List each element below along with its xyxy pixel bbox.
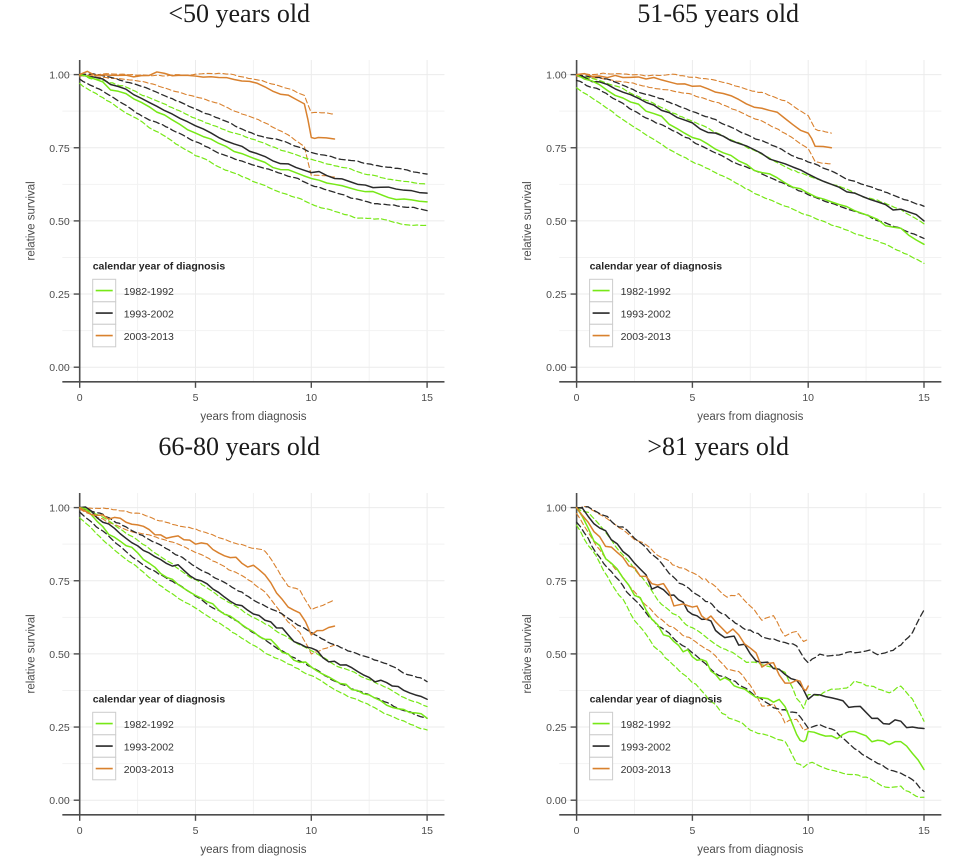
svg-text:0: 0 [77,392,83,404]
svg-text:5: 5 [689,825,695,837]
svg-text:10: 10 [802,825,814,837]
svg-text:1982-1992: 1982-1992 [620,719,670,731]
svg-text:0.00: 0.00 [546,795,567,807]
svg-text:1993-2002: 1993-2002 [620,309,670,321]
svg-text:>81 years old: >81 years old [647,433,789,461]
svg-text:calendar year of diagnosis: calendar year of diagnosis [589,693,722,705]
svg-text:5: 5 [193,825,199,837]
svg-text:years from diagnosis: years from diagnosis [200,844,306,856]
svg-text:1982-1992: 1982-1992 [124,286,174,298]
svg-text:0.00: 0.00 [49,795,70,807]
svg-text:66-80 years old: 66-80 years old [158,433,320,461]
svg-text:1.00: 1.00 [546,503,567,515]
svg-text:1.00: 1.00 [49,503,70,515]
svg-text:1982-1992: 1982-1992 [620,286,670,298]
svg-text:2003-2013: 2003-2013 [124,331,174,343]
svg-text:0.75: 0.75 [49,576,70,588]
svg-text:0.25: 0.25 [49,289,70,301]
svg-text:51-65 years old: 51-65 years old [637,0,799,28]
svg-text:5: 5 [689,392,695,404]
svg-text:10: 10 [305,392,317,404]
svg-text:0.25: 0.25 [546,289,567,301]
svg-text:calendar year of diagnosis: calendar year of diagnosis [589,260,722,272]
svg-text:1993-2002: 1993-2002 [124,742,174,754]
svg-text:0.25: 0.25 [49,722,70,734]
svg-text:calendar year of diagnosis: calendar year of diagnosis [93,693,226,705]
svg-text:2003-2013: 2003-2013 [620,764,670,776]
svg-text:0.50: 0.50 [546,216,567,228]
svg-text:5: 5 [193,392,199,404]
svg-text:15: 15 [421,392,433,404]
svg-text:0: 0 [573,825,579,837]
svg-text:relative survival: relative survival [522,614,534,693]
svg-text:1993-2002: 1993-2002 [124,309,174,321]
svg-text:years from diagnosis: years from diagnosis [200,411,306,423]
svg-text:1.00: 1.00 [49,70,70,82]
svg-text:2003-2013: 2003-2013 [620,331,670,343]
svg-text:<50 years old: <50 years old [168,0,310,28]
svg-text:0: 0 [77,825,83,837]
svg-text:2003-2013: 2003-2013 [124,764,174,776]
svg-text:0.75: 0.75 [546,143,567,155]
svg-text:1982-1992: 1982-1992 [124,719,174,731]
svg-text:0.50: 0.50 [49,216,70,228]
svg-text:0.50: 0.50 [546,649,567,661]
svg-text:0: 0 [573,392,579,404]
svg-text:10: 10 [305,825,317,837]
svg-text:1993-2002: 1993-2002 [620,742,670,754]
svg-text:relative survival: relative survival [522,181,534,260]
svg-text:relative survival: relative survival [25,614,37,693]
svg-text:15: 15 [918,825,930,837]
svg-text:15: 15 [421,825,433,837]
svg-text:15: 15 [918,392,930,404]
svg-text:0.75: 0.75 [49,143,70,155]
svg-text:1.00: 1.00 [546,70,567,82]
svg-text:10: 10 [802,392,814,404]
svg-text:years from diagnosis: years from diagnosis [697,844,803,856]
svg-text:0.25: 0.25 [546,722,567,734]
svg-text:0.75: 0.75 [546,576,567,588]
svg-text:0.00: 0.00 [49,362,70,374]
svg-text:0.00: 0.00 [546,362,567,374]
svg-text:0.50: 0.50 [49,649,70,661]
svg-text:relative survival: relative survival [25,181,37,260]
svg-text:calendar year of diagnosis: calendar year of diagnosis [93,260,226,272]
svg-text:years from diagnosis: years from diagnosis [697,411,803,423]
